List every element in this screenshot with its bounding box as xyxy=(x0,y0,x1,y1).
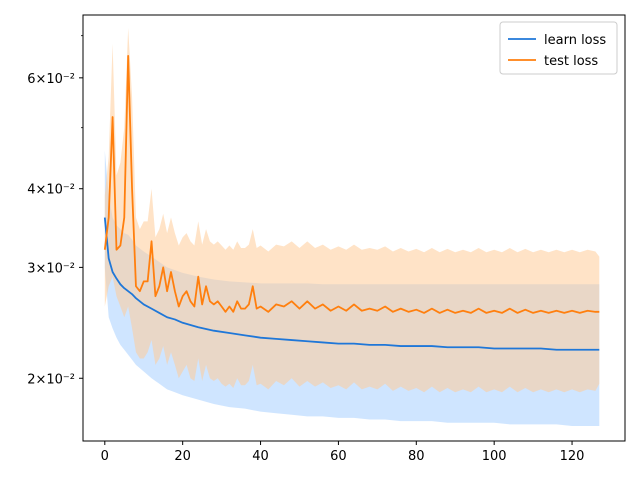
y-tick-label: 6×10⁻² xyxy=(27,72,75,87)
legend-label-test-loss: test loss xyxy=(544,54,598,69)
legend-box xyxy=(499,21,618,75)
confidence-bands xyxy=(104,27,600,426)
x-tick-label: 100 xyxy=(482,449,507,464)
x-tick-label: 20 xyxy=(174,449,191,464)
y-axis-ticks: 2×10⁻² 3×10⁻² 4×10⁻² 6×10⁻² xyxy=(27,35,83,387)
legend: learn loss test loss xyxy=(499,21,618,75)
plot-frame xyxy=(82,14,626,442)
y-tick-label: 3×10⁻² xyxy=(27,261,75,276)
test-loss-line xyxy=(103,55,600,314)
y-tick-label: 4×10⁻² xyxy=(27,183,75,198)
test-loss-band xyxy=(104,27,600,393)
x-tick-label: 80 xyxy=(408,449,425,464)
x-tick-label: 60 xyxy=(330,449,347,464)
y-tick-label: 2×10⁻² xyxy=(27,372,75,387)
series-lines xyxy=(103,55,600,351)
legend-label-learn-loss: learn loss xyxy=(544,33,606,48)
x-axis-ticks: 0 20 40 60 80 100 120 xyxy=(101,441,585,464)
x-tick-label: 40 xyxy=(252,449,269,464)
learn-loss-line xyxy=(103,217,600,351)
x-tick-label: 0 xyxy=(101,449,109,464)
x-tick-label: 120 xyxy=(560,449,585,464)
